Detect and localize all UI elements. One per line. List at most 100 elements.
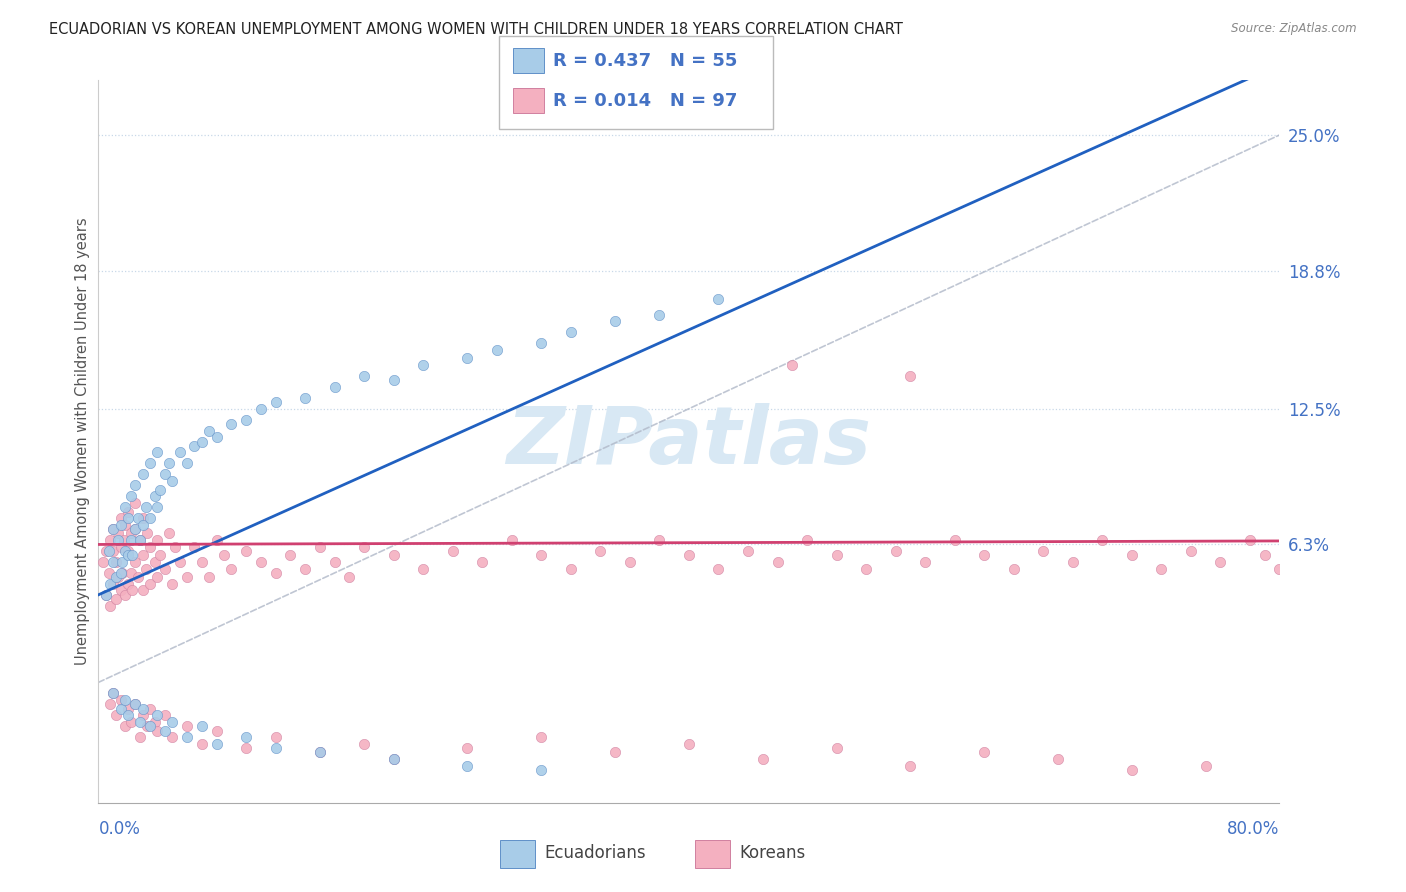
Point <box>560 325 582 339</box>
Point <box>139 701 162 715</box>
Point <box>191 737 214 751</box>
Point <box>221 561 243 575</box>
Point <box>235 544 257 558</box>
Point <box>382 373 405 387</box>
Point <box>111 566 134 580</box>
Point <box>530 763 553 777</box>
Point <box>205 723 228 738</box>
Point <box>127 570 149 584</box>
Point <box>1091 533 1114 547</box>
Point <box>309 540 332 554</box>
Point <box>1195 758 1218 772</box>
Point <box>117 577 139 591</box>
Point <box>132 701 155 715</box>
Point <box>111 555 134 569</box>
Point <box>855 561 877 575</box>
Point <box>105 708 128 723</box>
Point <box>117 505 139 519</box>
Point <box>110 693 132 707</box>
Point <box>128 730 150 744</box>
Point <box>162 714 183 729</box>
Point <box>198 570 221 584</box>
Point <box>114 588 136 602</box>
Point <box>619 555 641 569</box>
Point <box>678 737 700 751</box>
Point <box>132 467 155 482</box>
Point <box>97 566 120 580</box>
Point <box>884 544 907 558</box>
Point <box>105 592 128 607</box>
Point <box>183 540 205 554</box>
Point <box>737 544 759 558</box>
Point <box>165 540 187 554</box>
Point <box>139 457 162 471</box>
Point <box>120 714 142 729</box>
Point <box>486 343 509 357</box>
Point <box>205 533 228 547</box>
Point <box>103 577 125 591</box>
Point <box>250 555 273 569</box>
Point <box>309 746 332 760</box>
Text: 80.0%: 80.0% <box>1227 821 1279 838</box>
Point <box>103 522 125 536</box>
Point <box>110 540 132 554</box>
Point <box>530 730 553 744</box>
Text: Ecuadorians: Ecuadorians <box>546 845 647 863</box>
Point <box>648 308 671 322</box>
Point <box>114 719 136 733</box>
Point <box>107 526 129 541</box>
Point <box>309 746 332 760</box>
Point <box>1268 561 1291 575</box>
Point <box>162 577 183 591</box>
Point <box>146 570 169 584</box>
Point <box>1180 544 1202 558</box>
Point <box>120 489 142 503</box>
Point <box>1121 763 1143 777</box>
Point <box>143 489 166 503</box>
Point <box>103 686 125 700</box>
Point <box>198 424 221 438</box>
Point <box>1046 752 1070 766</box>
Point <box>103 555 125 569</box>
Point <box>107 570 129 584</box>
Point <box>107 533 129 547</box>
Point <box>98 577 121 591</box>
Point <box>1254 549 1277 563</box>
Point <box>782 358 804 372</box>
Point <box>114 517 136 532</box>
Point <box>191 555 214 569</box>
Point <box>98 698 121 712</box>
Point <box>124 478 146 492</box>
Point <box>110 583 132 598</box>
Point <box>264 730 287 744</box>
Point <box>149 549 172 563</box>
Point <box>139 719 162 733</box>
Text: 0.0%: 0.0% <box>98 821 141 838</box>
Point <box>139 577 162 591</box>
Point <box>103 686 125 700</box>
Point <box>117 701 139 715</box>
Point <box>176 570 198 584</box>
Text: R = 0.014   N = 97: R = 0.014 N = 97 <box>553 92 737 110</box>
Point <box>264 566 287 580</box>
Point <box>707 292 730 306</box>
Point <box>117 549 139 563</box>
Point <box>121 583 143 598</box>
Point <box>128 714 150 729</box>
Point <box>157 457 180 471</box>
Point <box>110 701 132 715</box>
Point <box>825 741 848 756</box>
Point <box>382 549 405 563</box>
Point <box>471 555 494 569</box>
Point <box>120 526 142 541</box>
Text: ZIPatlas: ZIPatlas <box>506 402 872 481</box>
Point <box>139 540 162 554</box>
Point <box>235 741 257 756</box>
Point <box>412 358 434 372</box>
Point <box>648 533 671 547</box>
Point <box>120 566 142 580</box>
Point <box>1121 549 1143 563</box>
Point <box>323 380 346 394</box>
Point <box>176 730 198 744</box>
Point <box>94 588 117 602</box>
